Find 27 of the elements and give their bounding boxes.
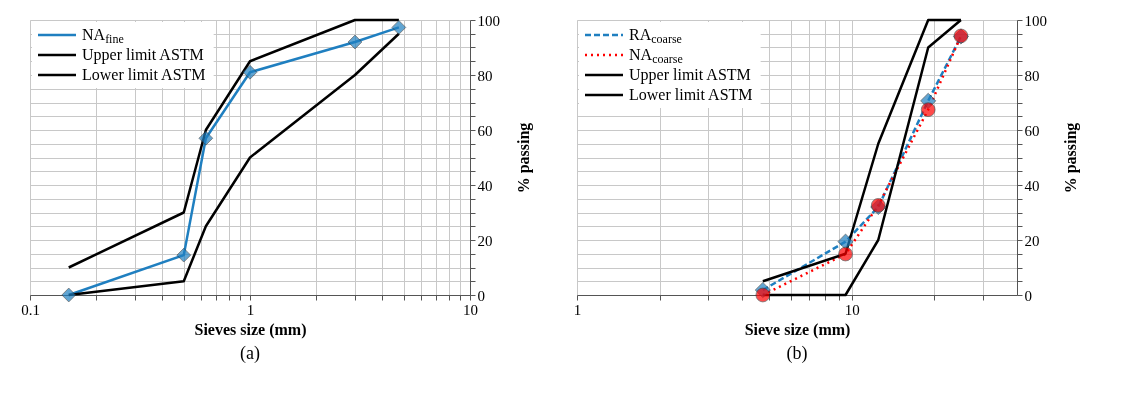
x-tick-label: 0.1 <box>21 301 40 318</box>
y-axis-title: % passing <box>515 122 533 194</box>
y-tick-label: 20 <box>477 232 493 249</box>
y-axis-title: % passing <box>1062 122 1080 194</box>
y-tick-label: 40 <box>1024 177 1040 194</box>
text: (a) <box>240 343 260 364</box>
legend-label: Lower limit ASTM <box>629 86 753 103</box>
y-tick-label: 60 <box>477 122 493 139</box>
y-tick-label: 0 <box>477 287 485 304</box>
y-tick-label: 80 <box>1024 67 1040 84</box>
y-tick-label: 40 <box>477 177 493 194</box>
y-tick-label: 100 <box>477 12 500 29</box>
y-tick-label: 20 <box>1024 232 1040 249</box>
text: (b) <box>786 343 808 364</box>
x-tick-label: 10 <box>463 301 478 318</box>
x-tick-label: 10 <box>844 301 860 318</box>
y-tick-label: 60 <box>1024 122 1040 139</box>
y-tick-label: 100 <box>1024 12 1047 29</box>
y-tick-label: 80 <box>477 67 493 84</box>
x-tick-label: 1 <box>246 301 255 318</box>
legend-label: Upper limit ASTM <box>629 66 751 84</box>
x-tick-label: 1 <box>573 301 582 318</box>
legend-label: Upper limit ASTM <box>82 46 204 64</box>
legend-label: Lower limit ASTM <box>82 66 206 83</box>
x-axis-title: Sieve size (mm) <box>744 320 851 339</box>
y-tick-label: 0 <box>1024 287 1032 304</box>
x-axis-title: Sieves size (mm) <box>194 320 307 339</box>
